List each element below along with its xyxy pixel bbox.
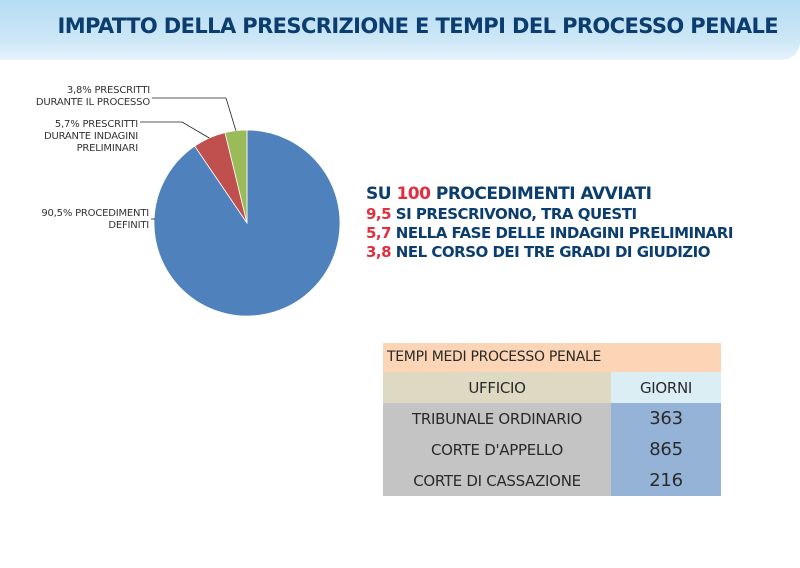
header-giorni: GIORNI [611,372,721,403]
summary-headline: SU 100 PROCEDIMENTI AVVIATI [366,184,652,204]
table-header-row: UFFICIO GIORNI [383,372,721,403]
days-cell: 216 [611,465,721,496]
table-row: CORTE DI CASSAZIONE 216 [383,465,721,496]
summary-line-preliminary: 5,7 NELLA FASE DELLE INDAGINI PRELIMINAR… [366,224,733,242]
summary-line-prescribed: 9,5 SI PRESCRIVONO, TRA QUESTI [366,205,637,223]
office-cell: CORTE D'APPELLO [383,434,611,465]
office-cell: CORTE DI CASSAZIONE [383,465,611,496]
pie-slice-label: 90,5% PROCEDIMENTI DEFINITI [41,208,149,231]
pie-leader-line [181,121,210,139]
table-row: CORTE D'APPELLO 865 [383,434,721,465]
days-cell: 363 [611,403,721,434]
page-title: IMPATTO DELLA PRESCRIZIONE E TEMPI DEL P… [57,14,779,38]
pie-chart: 90,5% PROCEDIMENTI DEFINITI 5,7% PRESCRITT… [36,85,341,317]
header-ufficio: UFFICIO [383,372,611,403]
days-cell: 865 [611,434,721,465]
office-cell: TRIBUNALE ORDINARIO [383,403,611,434]
summary-line-trial: 3,8 NEL CORSO DEI TRE GRADI DI GIUDIZIO [366,243,711,261]
table-caption: TEMPI MEDI PROCESSO PENALE [383,343,721,372]
summary-block: SU 100 PROCEDIMENTI AVVIATI 9,5 SI PRESC… [366,183,733,262]
table-row: TRIBUNALE ORDINARIO 363 [383,403,721,434]
summary-total: 100 [396,184,431,204]
pie-slice-label: 3,8% PRESCRITTI DURANTE IL PROCESSO [36,85,150,108]
header-banner: IMPATTO DELLA PRESCRIZIONE E TEMPI DEL P… [0,0,800,60]
pie-slice-label: 5,7% PRESCRITTI DURANTE INDAGINI PRELIMINA… [44,119,138,154]
pie-leader-line [225,97,237,131]
process-times-table: TEMPI MEDI PROCESSO PENALE UFFICIO GIORN… [383,343,721,496]
